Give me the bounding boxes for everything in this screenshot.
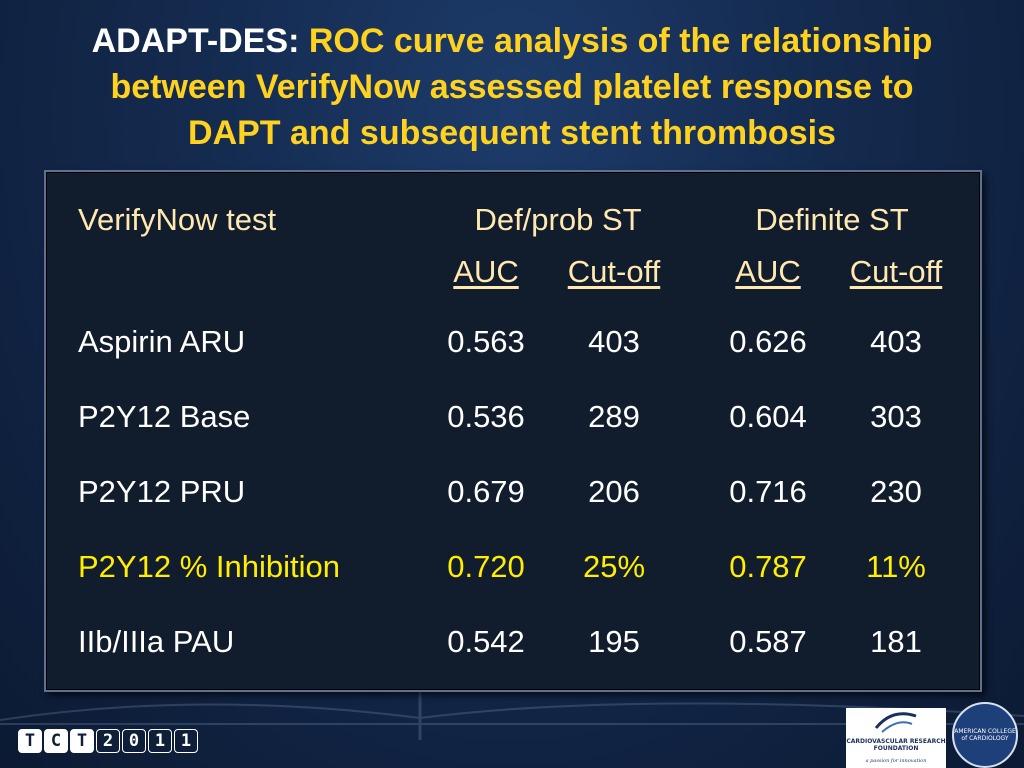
- row-auc-definite: 0.626: [729, 324, 807, 359]
- logo-char: 1: [174, 729, 198, 753]
- row-cutoff-defprob: 289: [588, 399, 640, 434]
- logo-char: 0: [122, 729, 146, 753]
- row-cutoff-defprob: 195: [588, 624, 640, 659]
- row-cutoff-definite: 181: [870, 624, 922, 659]
- row-cutoff-defprob-highlight: 25%: [582, 549, 646, 584]
- row-test-name: IIb/IIIa PAU: [78, 624, 235, 659]
- row-cutoff-defprob: 403: [588, 324, 640, 359]
- row-auc-defprob: 0.542: [447, 624, 525, 659]
- row-cutoff-definite: 303: [870, 399, 922, 434]
- row-auc-definite: 0.604: [729, 399, 807, 434]
- logo-char: T: [70, 729, 94, 753]
- row-auc-definite: 0.716: [729, 474, 807, 509]
- title-line-1: ADAPT-DES: ROC curve analysis of the rel…: [0, 18, 1024, 64]
- logo-char: C: [44, 729, 68, 753]
- header-verifynow-test: VerifyNow test: [78, 202, 277, 237]
- slide-title: ADAPT-DES: ROC curve analysis of the rel…: [0, 18, 1024, 156]
- row-cutoff-definite: 230: [870, 474, 922, 509]
- row-auc-defprob: 0.679: [447, 474, 525, 509]
- row-cutoff-definite-highlight: 11%: [866, 549, 926, 584]
- row-test-name: Aspirin ARU: [78, 324, 246, 359]
- row-test-name: P2Y12 Base: [78, 399, 251, 434]
- row-cutoff-defprob: 206: [588, 474, 640, 509]
- row-auc-defprob: 0.563: [447, 324, 525, 359]
- logo-char: 1: [148, 729, 172, 753]
- crf-logo: CARDIOVASCULAR RESEARCH FOUNDATION a pas…: [846, 708, 946, 768]
- subheader-auc-1: AUC: [453, 254, 519, 289]
- results-table: VerifyNow test Def/prob ST Definite ST A…: [44, 170, 982, 692]
- acc-seal-text: AMERICAN COLLEGE of CARDIOLOGY: [954, 728, 1016, 742]
- row-auc-definite: 0.587: [729, 624, 807, 659]
- header-definite-st: Definite ST: [755, 202, 909, 237]
- logo-char: 2: [96, 729, 120, 753]
- title-line-1-rest: ROC curve analysis of the relationship: [308, 22, 933, 60]
- crf-name: CARDIOVASCULAR RESEARCH FOUNDATION: [846, 738, 946, 752]
- logo-char: T: [18, 729, 42, 753]
- subheader-cutoff-2: Cut-off: [849, 254, 943, 289]
- row-test-name-highlight: P2Y12 % Inhibition: [78, 549, 340, 584]
- title-line-3: DAPT and subsequent stent thrombosis: [188, 114, 836, 152]
- crf-tagline: a passion for innovation: [865, 758, 927, 764]
- title-line-2: between VerifyNow assessed platelet resp…: [110, 68, 914, 106]
- crf-swirl-icon: [874, 712, 917, 733]
- row-auc-defprob: 0.536: [447, 399, 525, 434]
- row-auc-defprob-highlight: 0.720: [447, 549, 525, 584]
- acc-seal-logo: AMERICAN COLLEGE of CARDIOLOGY: [952, 702, 1018, 768]
- row-auc-definite-highlight: 0.787: [729, 549, 807, 584]
- row-cutoff-definite: 403: [870, 324, 922, 359]
- row-test-name: P2Y12 PRU: [78, 474, 246, 509]
- title-prefix: ADAPT-DES:: [91, 22, 300, 60]
- tct-2011-logo: T C T 2 0 1 1: [18, 729, 198, 753]
- header-def-prob-st: Def/prob ST: [474, 202, 642, 237]
- subheader-auc-2: AUC: [735, 254, 801, 289]
- subheader-cutoff-1: Cut-off: [567, 254, 661, 289]
